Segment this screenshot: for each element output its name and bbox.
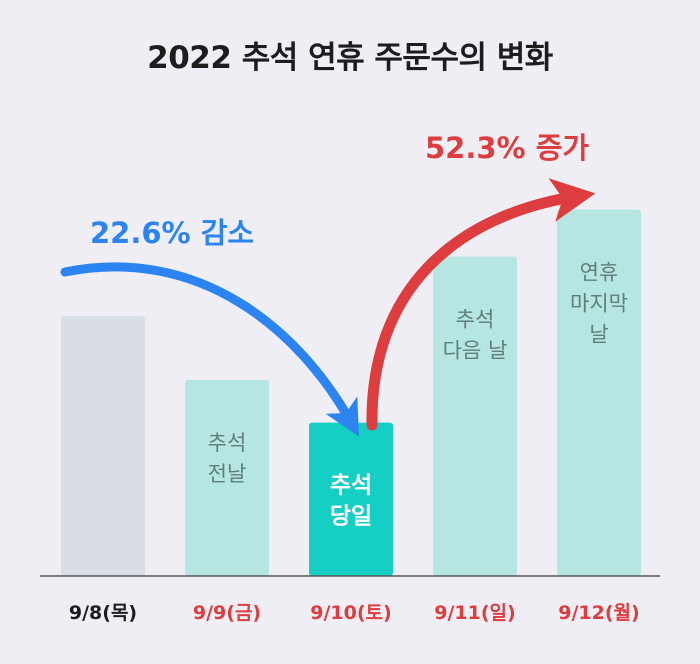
bar-1: [61, 316, 145, 576]
bar-3: [309, 422, 393, 576]
bar-2: [185, 380, 269, 576]
bar-inside-label: 다음 날: [443, 339, 508, 363]
bar-inside-label: 마지막: [570, 292, 628, 316]
bar-inside-label: 당일: [330, 504, 372, 530]
x-tick-label: 9/8(목): [69, 602, 137, 624]
bar-inside-label: 추석: [456, 308, 495, 332]
chart-title: 2022 추석 연휴 주문수의 변화: [147, 40, 553, 76]
bar-inside-label: 추석: [208, 431, 247, 455]
bar-5: [557, 209, 641, 576]
bar-inside-label: 추석: [330, 473, 372, 499]
decrease-annotation: 22.6% 감소: [90, 216, 255, 250]
bar-4: [433, 256, 517, 576]
x-tick-label: 9/12(월): [558, 602, 639, 624]
decrease-arrow: [60, 262, 359, 437]
x-tick-label: 9/11(일): [434, 602, 515, 624]
bar-inside-label: 전날: [208, 462, 247, 486]
x-tick-label: 9/10(토): [310, 602, 391, 624]
bar-inside-label: 날: [589, 323, 608, 347]
increase-arrow: [366, 178, 596, 431]
x-tick-label: 9/9(금): [193, 602, 261, 624]
bar-inside-label: 연휴: [580, 261, 619, 285]
increase-annotation: 52.3% 증가: [425, 131, 590, 165]
